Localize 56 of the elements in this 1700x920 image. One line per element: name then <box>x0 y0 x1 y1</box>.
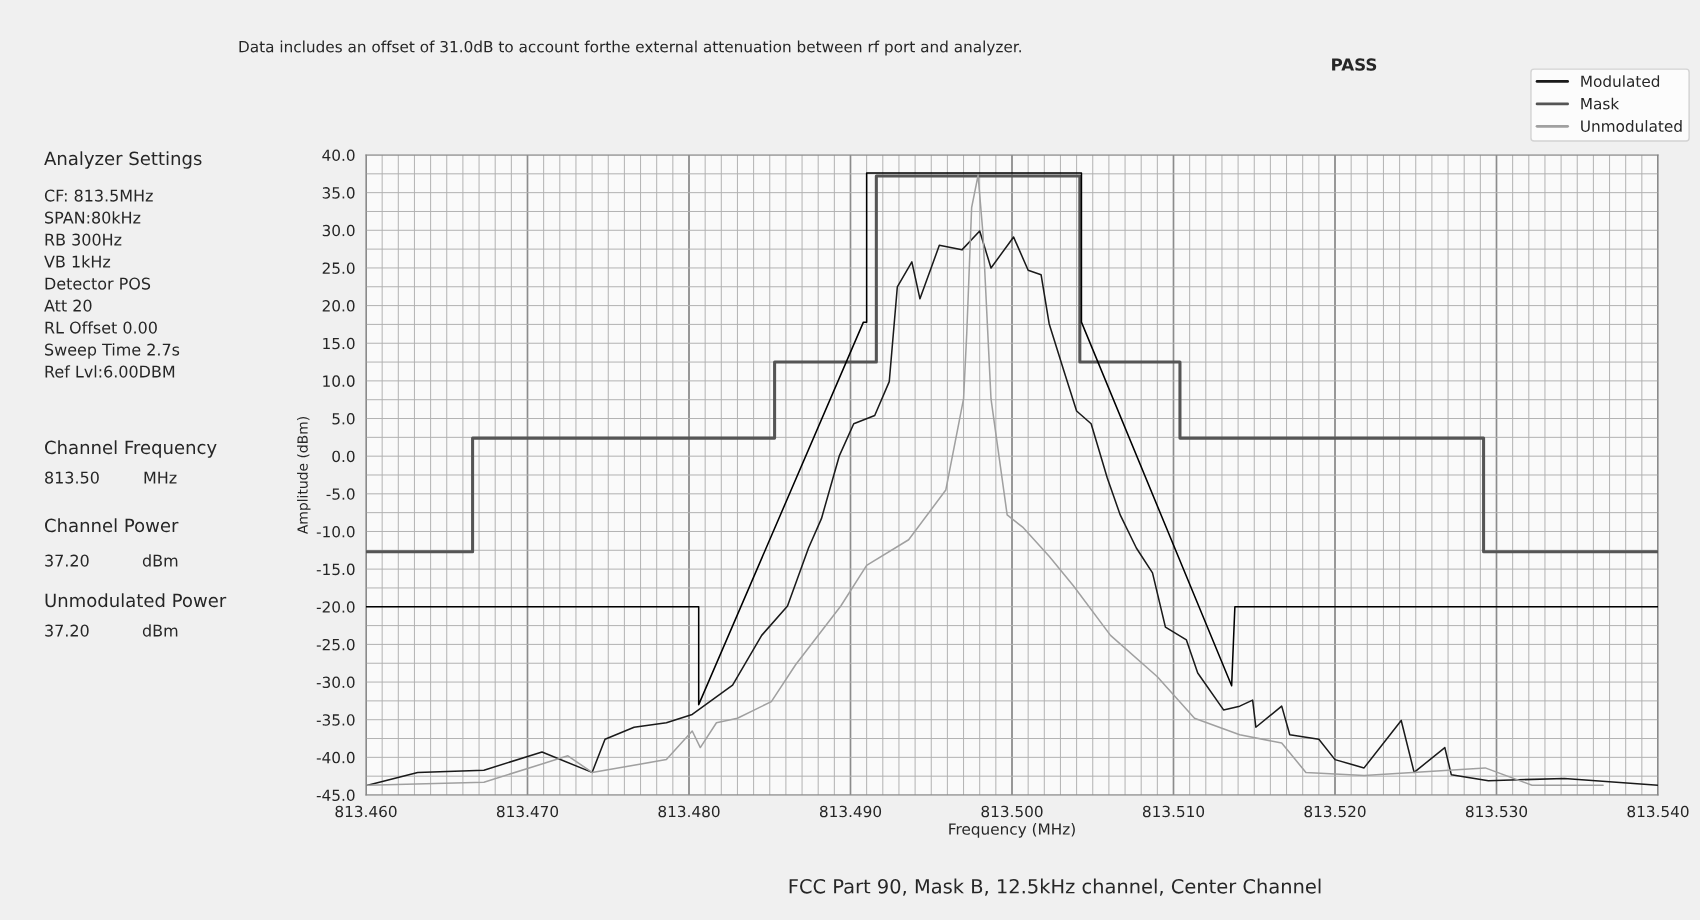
x-tick-label: 813.510 <box>1142 805 1205 818</box>
text: CF: 813.5MHz <box>44 189 153 202</box>
y-tick-label: -20.0 <box>316 601 355 613</box>
y-tick-label: 30.0 <box>322 224 355 237</box>
text: dBm <box>142 554 178 567</box>
y-tick-label: 10.0 <box>323 375 355 387</box>
y-tick-label: 35.0 <box>322 187 355 199</box>
y-tick-label: -15.0 <box>316 563 355 576</box>
text: RB 300Hz <box>45 233 122 246</box>
legend-label: Mask <box>1581 97 1620 110</box>
line-series <box>366 174 1658 554</box>
text: VB 1kHz <box>44 255 111 268</box>
text: MHz <box>144 471 177 484</box>
y-tick-label: 15.0 <box>323 337 355 350</box>
text: Channel Frequency <box>45 440 217 458</box>
y-tick-label: -35.0 <box>316 714 355 726</box>
text: Analyzer Settings <box>44 151 202 169</box>
x-tick-label: 813.540 <box>1627 805 1689 818</box>
text: Att 20 <box>44 299 92 312</box>
text: Unmodulated Power <box>45 593 227 608</box>
text: Sweep Time 2.7s <box>45 343 180 359</box>
x-tick-label: 813.460 <box>335 805 397 818</box>
text: 37.20 <box>45 624 89 637</box>
text: 813.50 <box>45 471 99 484</box>
y-tick-label: -10.0 <box>316 525 355 538</box>
text: Data includes an offset of 31.0dB to account forthe external attenuation between rf port and analyzer. <box>239 40 1021 56</box>
text: PASS <box>1332 58 1377 71</box>
y-tick-label: 5.0 <box>332 412 355 425</box>
x-tick-label: 813.470 <box>496 805 559 818</box>
y-tick-label: 40.0 <box>322 149 355 162</box>
line-series <box>366 172 1658 706</box>
y-tick-label: 25.0 <box>322 262 355 274</box>
x-tick-label: 813.480 <box>658 805 720 818</box>
x-tick-label: 813.500 <box>981 805 1043 818</box>
y-tick-label: 20.0 <box>322 300 355 312</box>
legend-label: Modulated <box>1581 75 1660 88</box>
text: 37.20 <box>45 554 89 567</box>
y-tick-label: -40.0 <box>316 751 355 764</box>
text: Detector POS <box>45 277 151 290</box>
text: Channel Power <box>45 518 179 533</box>
y-axis-title: Amplitude (dBm) <box>297 417 311 535</box>
x-tick-label: 813.520 <box>1304 805 1366 818</box>
text: FCC Part 90, Mask B, 12.5kHz channel, Center Channel <box>789 878 1321 896</box>
y-tick-label: 0.0 <box>332 450 355 463</box>
y-tick-label: -45.0 <box>316 789 355 802</box>
y-tick-label: -30.0 <box>316 676 355 689</box>
y-tick-label: -5.0 <box>326 488 355 500</box>
x-axis-title: Frequency (MHz) <box>949 823 1075 838</box>
text: RL Offset 0.00 <box>45 321 157 334</box>
text: Ref Lvl:6.00DBM <box>45 365 175 378</box>
text: dBm <box>142 624 178 637</box>
text: SPAN:80kHz <box>45 211 141 224</box>
legend-label: Unmodulated <box>1581 120 1682 132</box>
x-tick-label: 813.530 <box>1465 805 1528 818</box>
y-tick-label: -25.0 <box>316 638 355 651</box>
x-tick-label: 813.490 <box>819 805 882 818</box>
